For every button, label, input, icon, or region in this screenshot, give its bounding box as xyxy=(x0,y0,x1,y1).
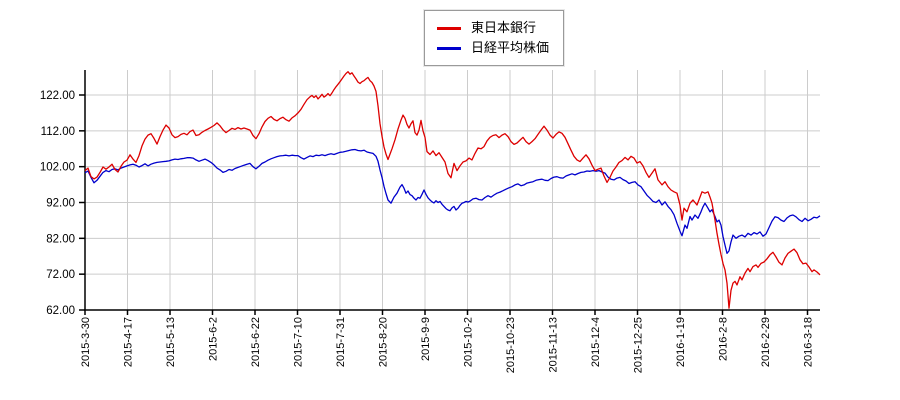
chart-legend: 東日本銀行 日経平均株価 xyxy=(424,10,565,66)
x-axis-tick-label: 2016-2-8 xyxy=(718,317,730,361)
legend-line-swatch-red xyxy=(437,26,461,30)
series-line-higashi-nippon-bank xyxy=(84,71,821,309)
x-axis-tick-label: 2015-10-2 xyxy=(463,317,475,367)
y-axis-tick-label: 122.00 xyxy=(40,90,75,102)
x-axis-tick-label: 2015-4-17 xyxy=(123,317,135,367)
x-axis-tick-label: 2015-12-25 xyxy=(633,317,645,373)
legend-label-bank: 東日本銀行 xyxy=(471,20,537,35)
x-axis-tick-label: 2015-3-30 xyxy=(80,317,92,367)
y-axis-tick-label: 72.00 xyxy=(46,269,75,281)
x-axis-tick-label: 2015-7-10 xyxy=(293,317,305,367)
y-axis-tick-label: 62.00 xyxy=(46,305,75,317)
x-axis-tick-label: 2015-9-9 xyxy=(420,317,432,361)
legend-label-nikkei: 日経平均株価 xyxy=(471,40,550,55)
x-axis-tick-label: 2016-1-19 xyxy=(675,317,687,367)
x-axis-tick-label: 2015-11-13 xyxy=(548,317,560,372)
x-axis-tick-label: 2015-7-31 xyxy=(335,317,347,367)
x-axis-tick-label: 2016-3-18 xyxy=(803,317,815,367)
x-axis-tick-label: 2015-8-20 xyxy=(378,317,390,367)
y-axis-tick-label: 112.00 xyxy=(41,126,75,138)
x-axis-tick-label: 2016-2-29 xyxy=(760,317,772,367)
series-line-nikkei-average xyxy=(84,148,821,255)
x-axis-tick-label: 2015-5-13 xyxy=(165,317,177,367)
x-axis-tick-label: 2015-10-23 xyxy=(505,317,517,373)
y-axis-tick-label: 92.00 xyxy=(46,198,75,210)
x-axis-tick-label: 2015-6-22 xyxy=(250,317,262,367)
legend-item-nikkei: 日経平均株価 xyxy=(437,38,549,58)
y-axis-tick-label: 82.00 xyxy=(46,233,75,245)
legend-item-bank: 東日本銀行 xyxy=(437,18,549,38)
x-axis-tick-label: 2015-12-4 xyxy=(590,317,602,367)
x-axis-tick-label: 2015-6-2 xyxy=(208,317,220,361)
y-axis-tick-label: 102.00 xyxy=(40,162,75,174)
legend-line-swatch-blue xyxy=(437,46,461,50)
